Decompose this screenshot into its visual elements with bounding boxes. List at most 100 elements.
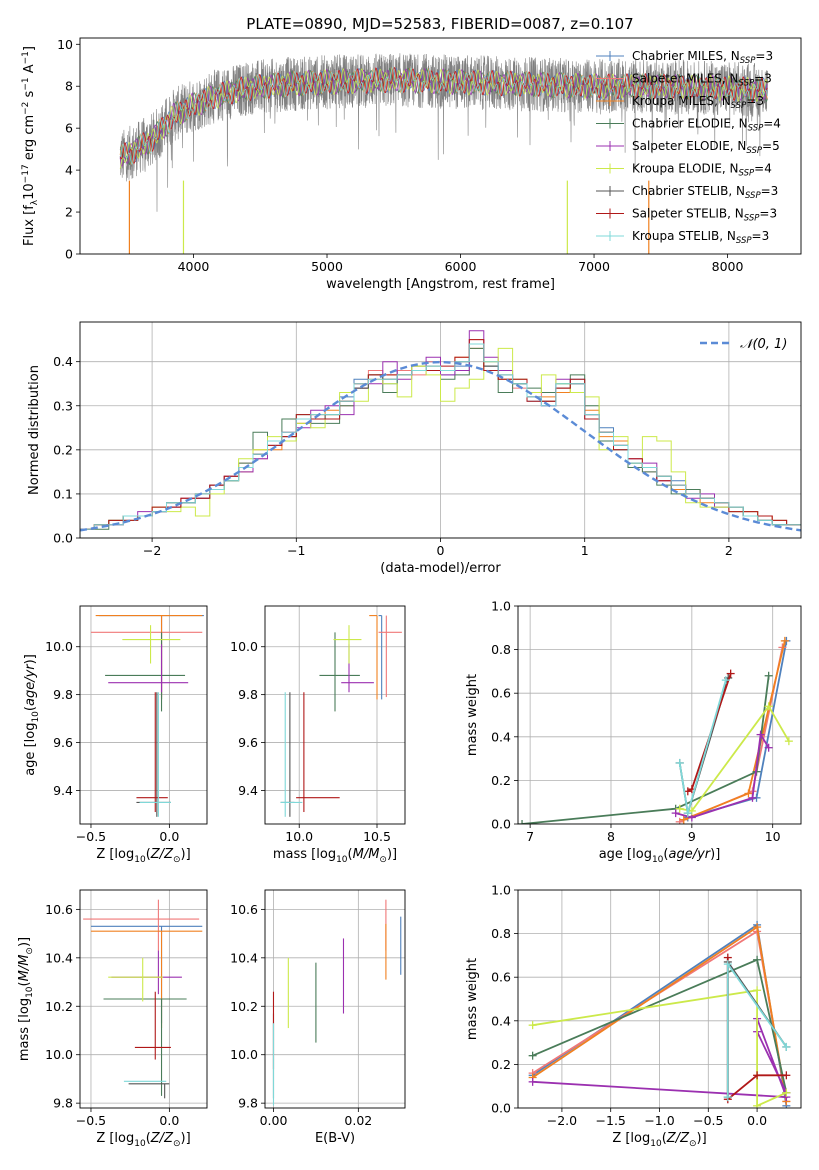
- legend-entry-6: Chabrier STELIB, NSSP=3: [632, 184, 778, 201]
- x-axis-label: Z [log10(Z/Z⊙)]: [612, 1131, 706, 1149]
- plot-area: [80, 606, 207, 824]
- plot-area: [119, 53, 768, 254]
- legend-gaussian-label: 𝒩(0, 1): [740, 337, 787, 352]
- y-tick-label: 0.8: [491, 926, 511, 941]
- legend-nssp-value: 3: [756, 94, 764, 108]
- y-tick-label: 10.2: [230, 999, 258, 1014]
- y-axis-label: mass weight: [465, 958, 480, 1040]
- x-tick-label: 0.0: [159, 1113, 179, 1128]
- histogram-series-5: [80, 347, 801, 538]
- spectrum-model-3: [120, 67, 768, 165]
- x-tick-label: 8000: [712, 259, 744, 274]
- plot-area: [80, 322, 801, 538]
- x-axis-label: mass [log10(M/M⊙)]: [273, 847, 397, 865]
- y-tick-label: 10.4: [230, 950, 258, 965]
- spectrum-model-7: [119, 66, 768, 164]
- y-tick-label: 0.1: [53, 486, 73, 501]
- gaussian-reference-line: [80, 360, 801, 532]
- legend-model-name: Kroupa STELIB: [632, 229, 719, 243]
- legend-model-name: Salpeter ELODIE: [632, 139, 730, 153]
- y-tick-label: 9.8: [238, 1096, 258, 1111]
- legend-entry-1: Salpeter MILES, NSSP=3: [632, 72, 772, 89]
- y-tick-label: 9.8: [53, 687, 73, 702]
- legend-model-name: Chabrier MILES: [632, 49, 723, 63]
- x-axis-label: wavelength [Angstrom, rest frame]: [326, 277, 555, 292]
- y-tick-label: 10: [57, 37, 73, 52]
- x-axis-label: Z [log10(Z/Z⊙)]: [96, 847, 190, 865]
- y-axis-label: Flux [fλ10−17 erg cm−2 s−1 A−1]: [21, 46, 40, 246]
- legend-model-name: Chabrier STELIB: [632, 184, 728, 198]
- x-tick-label: 10: [765, 829, 781, 844]
- x-tick-label: 7000: [578, 259, 610, 274]
- x-tick-label: 0.00: [260, 1113, 288, 1128]
- y-tick-label: 0.3: [53, 398, 73, 413]
- y-tick-label: 10.4: [45, 950, 73, 965]
- axes-frame: [79, 37, 802, 255]
- y-tick-label: 10.2: [45, 999, 73, 1014]
- axes-frame: [79, 321, 802, 539]
- axes-frame: [79, 605, 208, 825]
- x-tick-label: −2.0: [547, 1113, 577, 1128]
- legend-model-name: Chabrier ELODIE: [632, 117, 731, 131]
- axes-frame: [517, 889, 802, 1109]
- plot-area: [518, 890, 801, 1108]
- y-tick-label: 10.6: [45, 902, 73, 917]
- x-tick-label: 0.02: [344, 1113, 372, 1128]
- x-axis-label: age [log10(age/yr)]: [599, 847, 721, 865]
- x-tick-label: 5000: [311, 259, 343, 274]
- y-tick-label: 9.4: [53, 783, 73, 798]
- y-tick-label: 0.2: [53, 442, 73, 457]
- weight-series-3: [521, 675, 770, 824]
- legend-entry-4: Salpeter ELODIE, NSSP=5: [632, 139, 780, 156]
- age_vs_mass-panel: 10.0 10.5 9.4 9.6 9.8 10.0 mass [log10(M/M⊙)]: [230, 605, 406, 865]
- spectrum-data-line: [119, 53, 768, 212]
- y-tick-label: 10.0: [230, 639, 258, 654]
- y-tick-label: 9.4: [238, 783, 258, 798]
- y-tick-label: 9.8: [53, 1096, 73, 1111]
- legend-nssp-value: 3: [764, 72, 772, 86]
- legend-nssp-value: 3: [769, 207, 777, 221]
- plot-area: [265, 606, 405, 824]
- plot-area: [518, 606, 801, 824]
- y-tick-label: 0.2: [491, 1057, 511, 1072]
- y-tick-label: 0.0: [491, 1101, 511, 1116]
- y-tick-label: 8: [65, 79, 73, 94]
- x-tick-label: 7: [526, 829, 534, 844]
- x-tick-label: 0.0: [159, 829, 179, 844]
- x-axis-label: Z [log10(Z/Z⊙)]: [96, 1131, 190, 1149]
- x-tick-label: 10.0: [285, 829, 313, 844]
- legend-nssp-value: 3: [771, 184, 779, 198]
- mass_vs_EBV-panel: 0.00 0.02 9.8 10.0 10.2 10.4 10.6 E(B-V): [230, 889, 406, 1146]
- legend-nssp-value: 4: [773, 117, 781, 131]
- y-tick-label: 0.2: [491, 773, 511, 788]
- x-tick-label: 9: [688, 829, 696, 844]
- legend-entry-7: Salpeter STELIB, NSSP=3: [632, 207, 777, 224]
- legend-entry-5: Kroupa ELODIE, NSSP=4: [632, 162, 772, 179]
- mass_vs_Z-panel: −0.5 0.0 9.8 10.0 10.2 10.4 10.6 Z [log10(Z/Z⊙)…: [17, 889, 208, 1149]
- y-tick-label: 1.0: [491, 883, 511, 898]
- y-axis-label: age [log10(age/yr)]: [23, 654, 41, 776]
- legend-nssp-value: 5: [772, 139, 780, 153]
- x-tick-label: −0.5: [76, 829, 106, 844]
- x-tick-label: −1: [287, 543, 305, 558]
- y-tick-label: 0.6: [491, 970, 511, 985]
- y-tick-label: 0.6: [491, 686, 511, 701]
- plot-area: [265, 890, 405, 1108]
- histogram-series-8: [80, 343, 801, 538]
- legend-nssp-value: 3: [765, 49, 773, 63]
- axes-frame: [517, 605, 802, 825]
- legend-model-name: Kroupa ELODIE: [632, 162, 722, 176]
- y-tick-label: 10.0: [45, 639, 73, 654]
- axes-frame: [79, 889, 208, 1109]
- legend-entry-2: Kroupa MILES, NSSP=3: [632, 94, 764, 111]
- x-tick-label: 10.5: [363, 829, 391, 844]
- y-tick-label: 0.4: [491, 729, 511, 744]
- y-tick-label: 0.0: [53, 531, 73, 546]
- x-tick-label: 0.0: [747, 1113, 767, 1128]
- y-tick-label: 0.4: [53, 354, 73, 369]
- x-tick-label: 6000: [445, 259, 477, 274]
- spectrum-model-8: [119, 66, 768, 165]
- legend-model-name: Kroupa MILES: [632, 94, 714, 108]
- residual-panel: −2 −1 0 1 2 0.0 0.1 0.2 0.3 0.4 (data-model)/error…: [27, 321, 802, 576]
- y-tick-label: 0: [65, 247, 73, 262]
